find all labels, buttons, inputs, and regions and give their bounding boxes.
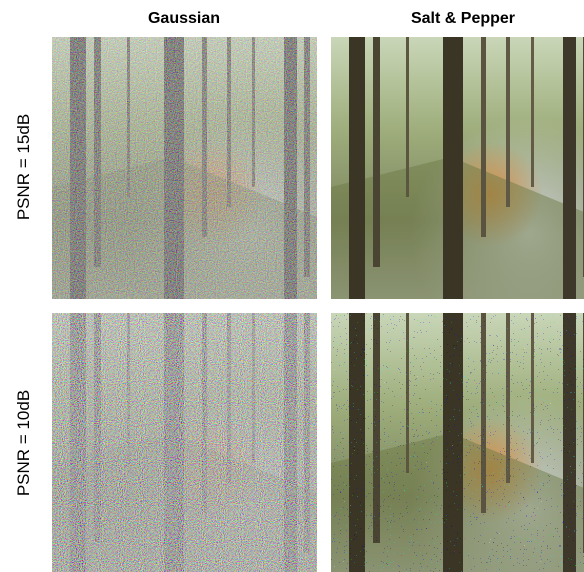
noisy-image: [52, 37, 317, 299]
noisy-image: [52, 313, 317, 572]
noisy-image: [331, 37, 584, 299]
column-title: Gaussian: [148, 10, 220, 27]
page: Gaussian Salt & Pepper PSNR = 15dB PSNR …: [0, 0, 584, 572]
row-title: PSNR = 10dB: [14, 390, 33, 496]
row-title: PSNR = 15dB: [14, 114, 33, 220]
noisy-image: [331, 313, 584, 572]
figure: Gaussian Salt & Pepper PSNR = 15dB PSNR …: [0, 0, 584, 572]
image-grid: [52, 37, 584, 572]
column-title: Salt & Pepper: [411, 10, 515, 27]
